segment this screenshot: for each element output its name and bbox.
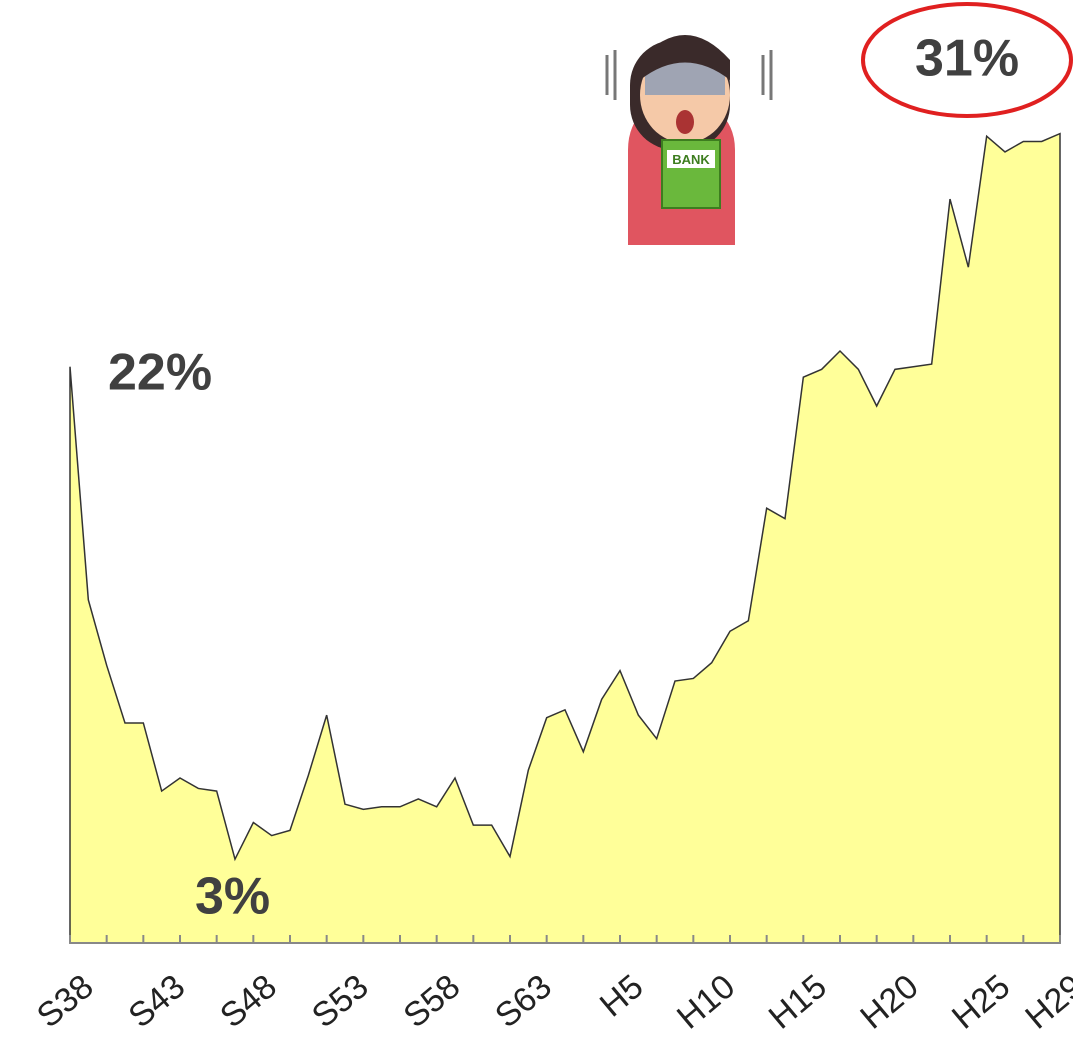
x-tick-label: H20 [853, 967, 925, 1036]
worried-girl-icon: BANK [605, 35, 773, 245]
x-tick-label: S38 [30, 967, 101, 1035]
plot: S38 S43 S48 S53 S58 S63 H5 H10 H15 H20 H25 H29 [30, 132, 1073, 1037]
x-tick-label: H29 [1018, 967, 1073, 1036]
highlight-ellipse [861, 2, 1073, 118]
x-tick-label: S53 [305, 967, 376, 1035]
annotation: 22% [108, 344, 212, 402]
x-tick-label: H15 [762, 967, 834, 1036]
annotation: 31% [915, 30, 1019, 88]
x-tick-label: H10 [670, 967, 742, 1036]
x-tick-label: S63 [488, 967, 559, 1035]
x-tick-label: S43 [121, 967, 192, 1035]
x-tick-label: S58 [396, 967, 467, 1035]
svg-text:BANK: BANK [672, 152, 710, 167]
x-tick-label: S48 [213, 967, 284, 1035]
x-tick-label: H5 [593, 967, 651, 1024]
annotation: 3% [195, 868, 270, 926]
area [69, 132, 1061, 944]
x-tick-label: H25 [945, 967, 1017, 1036]
